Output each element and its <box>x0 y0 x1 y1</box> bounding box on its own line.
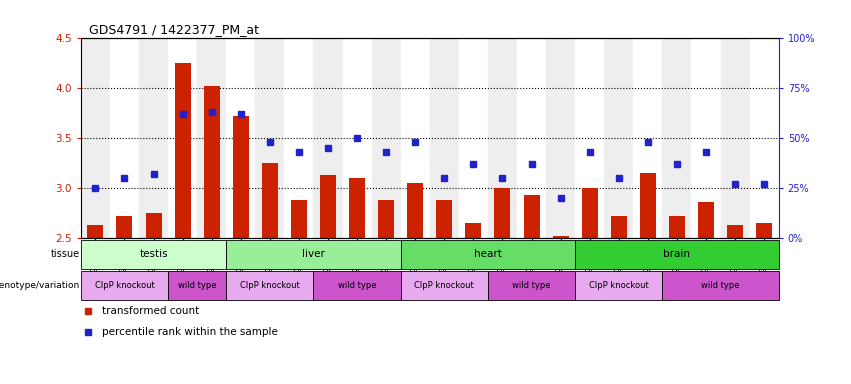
Bar <box>291 200 307 238</box>
Bar <box>255 38 284 238</box>
Bar <box>552 236 568 238</box>
Text: wild type: wild type <box>701 281 740 290</box>
Bar <box>139 38 168 238</box>
Text: genotype/variation: genotype/variation <box>0 281 79 290</box>
Text: tissue: tissue <box>50 249 79 260</box>
Bar <box>546 38 575 238</box>
Text: GDS4791 / 1422377_PM_at: GDS4791 / 1422377_PM_at <box>89 23 260 36</box>
Bar <box>582 188 597 238</box>
Bar <box>226 38 255 238</box>
Bar <box>262 163 277 238</box>
Bar <box>349 178 365 238</box>
Bar <box>342 38 372 238</box>
Bar <box>430 38 459 238</box>
Bar <box>401 271 488 300</box>
Bar <box>465 223 482 238</box>
Text: ClpP knockout: ClpP knockout <box>240 281 300 290</box>
Text: ClpP knockout: ClpP knockout <box>414 281 474 290</box>
Bar <box>611 216 626 238</box>
Bar <box>233 116 248 238</box>
Bar <box>226 240 401 269</box>
Bar <box>488 271 575 300</box>
Text: brain: brain <box>664 249 690 260</box>
Bar <box>313 271 401 300</box>
Bar <box>575 240 779 269</box>
Bar <box>604 38 633 238</box>
Bar <box>488 38 517 238</box>
Bar <box>203 86 220 238</box>
Bar <box>174 63 191 238</box>
Bar <box>378 200 394 238</box>
Bar <box>81 271 168 300</box>
Bar <box>372 38 401 238</box>
Bar <box>721 38 750 238</box>
Bar <box>401 240 575 269</box>
Bar <box>320 175 336 238</box>
Bar <box>168 271 226 300</box>
Bar <box>662 38 691 238</box>
Bar <box>168 38 197 238</box>
Bar <box>494 188 511 238</box>
Text: wild type: wild type <box>178 281 216 290</box>
Bar <box>146 213 162 238</box>
Text: liver: liver <box>302 249 325 260</box>
Bar <box>692 38 721 238</box>
Bar <box>669 216 685 238</box>
Bar <box>757 223 772 238</box>
Text: ClpP knockout: ClpP knockout <box>94 281 154 290</box>
Text: testis: testis <box>140 249 168 260</box>
Bar <box>110 38 139 238</box>
Bar <box>117 216 133 238</box>
Bar <box>575 271 662 300</box>
Bar <box>81 38 110 238</box>
Bar <box>633 38 662 238</box>
Bar <box>197 38 226 238</box>
Text: wild type: wild type <box>338 281 376 290</box>
Bar <box>517 38 546 238</box>
Bar <box>284 38 313 238</box>
Text: ClpP knockout: ClpP knockout <box>589 281 648 290</box>
Bar <box>727 225 743 238</box>
Bar <box>459 38 488 238</box>
Bar <box>437 200 452 238</box>
Bar <box>750 38 779 238</box>
Text: wild type: wild type <box>512 281 551 290</box>
Text: heart: heart <box>474 249 502 260</box>
Bar <box>575 38 604 238</box>
Bar <box>640 173 656 238</box>
Bar <box>523 195 540 238</box>
Bar <box>226 271 313 300</box>
Bar <box>698 202 714 238</box>
Text: transformed count: transformed count <box>102 306 199 316</box>
Bar <box>662 271 779 300</box>
Bar <box>401 38 430 238</box>
Bar <box>313 38 342 238</box>
Bar <box>88 225 103 238</box>
Bar <box>408 183 423 238</box>
Bar <box>81 240 226 269</box>
Text: percentile rank within the sample: percentile rank within the sample <box>102 327 277 337</box>
